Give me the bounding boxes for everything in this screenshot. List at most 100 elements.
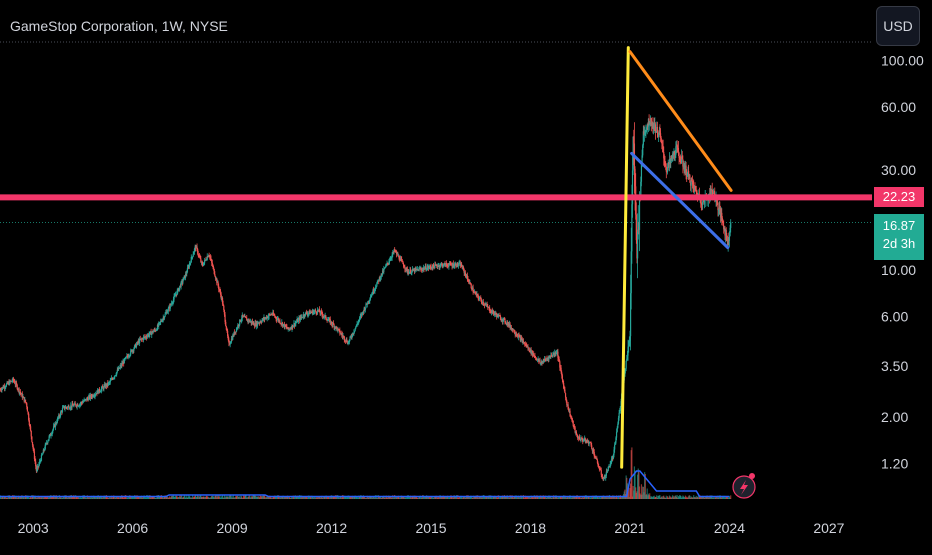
candle-down: [112, 378, 114, 380]
candle-up: [427, 266, 429, 268]
volume-bar: [77, 497, 79, 499]
volume-bar: [445, 497, 447, 499]
candle-down: [220, 291, 222, 295]
volume-bar: [2, 495, 4, 499]
candle-down: [423, 267, 425, 270]
volume-bar: [17, 495, 20, 499]
lightning-icon[interactable]: [732, 473, 756, 499]
volume-bar: [20, 497, 22, 499]
volume-bar: [651, 496, 653, 499]
volume-bar: [404, 497, 406, 499]
volume-bar: [518, 497, 520, 499]
volume-bar: [530, 495, 532, 499]
volume-bar: [689, 495, 691, 499]
candle-down: [429, 265, 431, 267]
volume-bar: [418, 496, 421, 499]
volume-bar: [643, 492, 645, 499]
candle-up: [376, 280, 379, 284]
candle-up: [313, 311, 315, 314]
candle-down: [535, 357, 537, 360]
candle-down: [381, 273, 383, 275]
volume-bar: [415, 495, 417, 499]
candle-up: [335, 326, 337, 329]
volume-bar: [587, 495, 589, 499]
candle-up: [610, 459, 613, 464]
candle-down: [679, 158, 681, 162]
currency-button[interactable]: USD: [876, 6, 920, 46]
volume-bar: [504, 495, 506, 499]
candle-down: [360, 314, 363, 316]
volume-bar: [492, 496, 495, 499]
candle-up: [252, 322, 254, 324]
impulse-trendline: [620, 46, 630, 469]
candle-down: [533, 353, 535, 356]
volume-bar: [397, 497, 399, 499]
volume-bar: [425, 495, 427, 499]
volume-bar: [331, 496, 333, 499]
candle-down: [244, 316, 247, 318]
candle-up: [654, 124, 656, 130]
volume-bar: [135, 497, 138, 499]
candle-up: [61, 408, 64, 412]
volume-bar: [210, 496, 212, 499]
candle-down: [366, 303, 368, 305]
candle-up: [668, 158, 671, 165]
volume-bar: [397, 495, 400, 499]
volume-bar: [440, 496, 442, 499]
volume-bar: [385, 495, 387, 499]
candle-down: [728, 237, 730, 241]
volume-bar: [209, 497, 211, 499]
candle-down: [659, 133, 662, 138]
volume-bar: [666, 496, 669, 499]
volume-bar: [378, 497, 380, 499]
volume-bar: [570, 496, 572, 499]
volume-bar: [130, 496, 132, 499]
candle-down: [450, 263, 452, 265]
volume-bar: [118, 497, 120, 499]
candle-down: [317, 310, 319, 311]
volume-bar: [283, 497, 285, 499]
volume-bar: [373, 495, 375, 499]
candle-up: [608, 466, 610, 467]
candle-up: [246, 319, 248, 321]
candle-down: [516, 335, 518, 337]
candle-down: [692, 184, 694, 186]
candle-up: [611, 458, 613, 460]
volume-bar: [88, 497, 90, 499]
candle-up: [543, 358, 546, 361]
candle-up: [702, 199, 704, 202]
volume-bar: [31, 496, 34, 499]
candle-up: [316, 310, 319, 314]
volume-bar: [139, 496, 141, 499]
volume-bar: [332, 495, 334, 499]
volume-bar: [371, 497, 373, 499]
volume-bar: [271, 497, 273, 499]
candle-down: [643, 131, 645, 135]
volume-bar: [527, 496, 530, 499]
volume-bar: [316, 497, 319, 499]
volume-bar: [115, 496, 117, 499]
volume-bar: [712, 497, 715, 499]
candle-up: [355, 324, 358, 327]
volume-bar: [507, 497, 509, 499]
candle-down: [35, 466, 37, 471]
candle-up: [287, 327, 289, 330]
candle-up: [304, 315, 306, 317]
volume-bar: [519, 497, 521, 499]
candle-down: [257, 322, 259, 324]
volume-bar: [256, 497, 259, 499]
candle-down: [0, 389, 2, 391]
volume-bar: [464, 497, 467, 499]
candle-down: [395, 251, 397, 252]
candle-up: [200, 261, 203, 263]
volume-bar: [641, 494, 643, 499]
candle-down: [586, 441, 588, 443]
candle-up: [337, 328, 339, 331]
candle-down: [218, 289, 220, 291]
candle-up: [147, 334, 149, 336]
volume-bar: [179, 497, 182, 499]
candle-up: [125, 357, 127, 359]
candle-up: [462, 267, 464, 269]
